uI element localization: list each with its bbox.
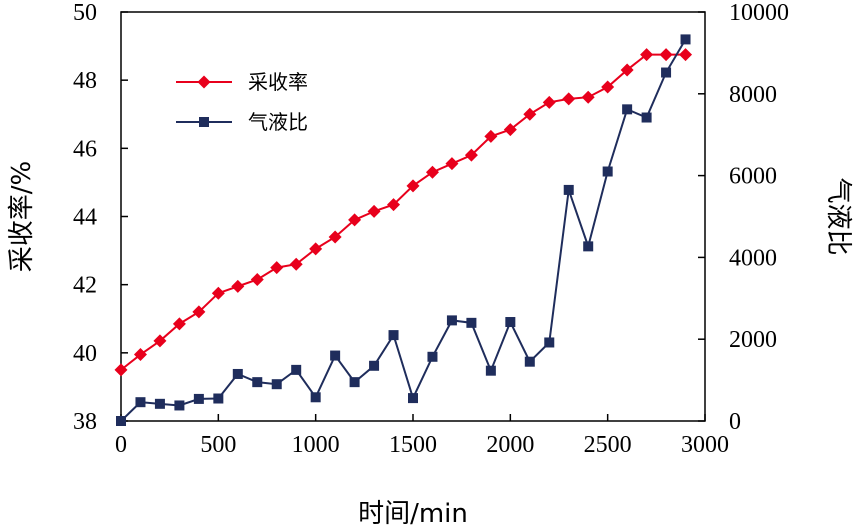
data-point <box>291 364 302 375</box>
data-point <box>330 350 341 361</box>
data-point <box>193 393 204 404</box>
data-point <box>659 48 673 62</box>
legend-marker-recovery <box>197 75 211 89</box>
data-point <box>270 261 284 275</box>
x-tick-label: 3000 <box>681 432 729 458</box>
x-tick-label: 500 <box>200 432 236 458</box>
data-point <box>309 242 323 256</box>
data-point <box>310 392 321 403</box>
data-point <box>640 48 654 62</box>
y2-tick-label: 2000 <box>729 327 777 353</box>
y2-tick-label: 10000 <box>729 0 789 26</box>
data-point <box>679 48 693 62</box>
x-tick-label: 1000 <box>292 432 340 458</box>
data-point <box>232 368 243 379</box>
x-tick-label: 2500 <box>584 432 632 458</box>
y-axis-left-title: 采收率/% <box>7 161 37 272</box>
data-point <box>524 356 535 367</box>
data-point <box>484 129 498 143</box>
y2-tick-label: 0 <box>729 409 741 435</box>
data-point <box>485 365 496 376</box>
x-axis-title: 时间/min <box>358 499 468 529</box>
data-point <box>114 363 128 377</box>
y-axis-left: 38 40 42 44 46 48 50 <box>73 0 128 435</box>
y2-tick-label: 4000 <box>729 245 777 271</box>
y-tick-label: 44 <box>73 205 97 231</box>
y-tick-label: 38 <box>73 409 97 435</box>
series-line <box>120 53 686 371</box>
legend-label-recovery: 采收率 <box>248 70 308 94</box>
y-tick-label: 46 <box>73 136 97 162</box>
y2-tick-label: 6000 <box>729 164 777 190</box>
data-point <box>542 95 556 109</box>
data-point <box>602 166 613 177</box>
x-tick-label: 1500 <box>389 432 437 458</box>
data-point <box>505 317 516 328</box>
data-point <box>348 213 362 227</box>
data-point <box>116 416 126 426</box>
legend: 采收率 气液比 <box>176 70 308 134</box>
plot-area <box>114 34 693 426</box>
data-point <box>388 330 399 341</box>
data-point <box>503 123 517 137</box>
data-point <box>135 397 146 408</box>
data-point <box>328 230 342 244</box>
data-point <box>680 34 691 45</box>
data-point <box>523 107 537 121</box>
data-point <box>466 317 477 328</box>
series-line <box>120 38 687 422</box>
legend-marker-gas-liquid-ratio <box>199 117 209 127</box>
data-point <box>622 104 633 115</box>
y-axis-right-title: 气液比 <box>823 177 853 255</box>
data-point <box>583 241 594 252</box>
data-point <box>211 286 225 300</box>
data-point <box>581 90 595 104</box>
data-point <box>544 337 555 348</box>
data-point <box>349 377 360 388</box>
data-point <box>601 80 615 94</box>
y-tick-label: 40 <box>73 341 97 367</box>
series-gas-liquid-ratio <box>116 34 691 426</box>
legend-label-gas-liquid-ratio: 气液比 <box>248 110 308 134</box>
x-tick-label: 0 <box>115 432 127 458</box>
data-point <box>406 179 420 193</box>
data-point <box>562 92 576 106</box>
data-point <box>425 165 439 179</box>
y-axis-right: 0 2000 4000 6000 8000 10000 <box>698 0 789 435</box>
data-point <box>250 273 264 287</box>
data-point <box>271 379 282 390</box>
y-tick-label: 48 <box>73 68 97 94</box>
x-axis: 0 500 1000 1500 2000 2500 3000 <box>115 414 729 458</box>
data-point <box>133 348 147 362</box>
data-point <box>192 305 206 319</box>
data-point <box>153 334 167 348</box>
data-point <box>289 257 303 271</box>
y-tick-label: 50 <box>73 0 97 26</box>
data-point <box>387 198 401 212</box>
data-point <box>641 112 652 123</box>
x-tick-label: 2000 <box>486 432 534 458</box>
data-point <box>252 377 263 388</box>
data-point <box>661 67 672 78</box>
data-point <box>213 393 224 404</box>
data-point <box>369 360 380 371</box>
data-point <box>446 315 457 326</box>
data-point <box>445 157 459 171</box>
data-point <box>408 393 418 404</box>
y-tick-label: 42 <box>73 273 97 299</box>
data-point <box>154 398 165 409</box>
data-point <box>620 63 634 77</box>
data-point <box>367 204 381 218</box>
series-recovery <box>114 48 693 377</box>
data-point <box>231 279 245 293</box>
data-point <box>172 317 186 331</box>
plot-frame <box>120 11 706 422</box>
y2-tick-label: 8000 <box>729 82 777 108</box>
data-point <box>464 148 478 162</box>
data-point <box>427 351 438 362</box>
data-point <box>174 400 185 411</box>
data-point <box>563 184 574 195</box>
